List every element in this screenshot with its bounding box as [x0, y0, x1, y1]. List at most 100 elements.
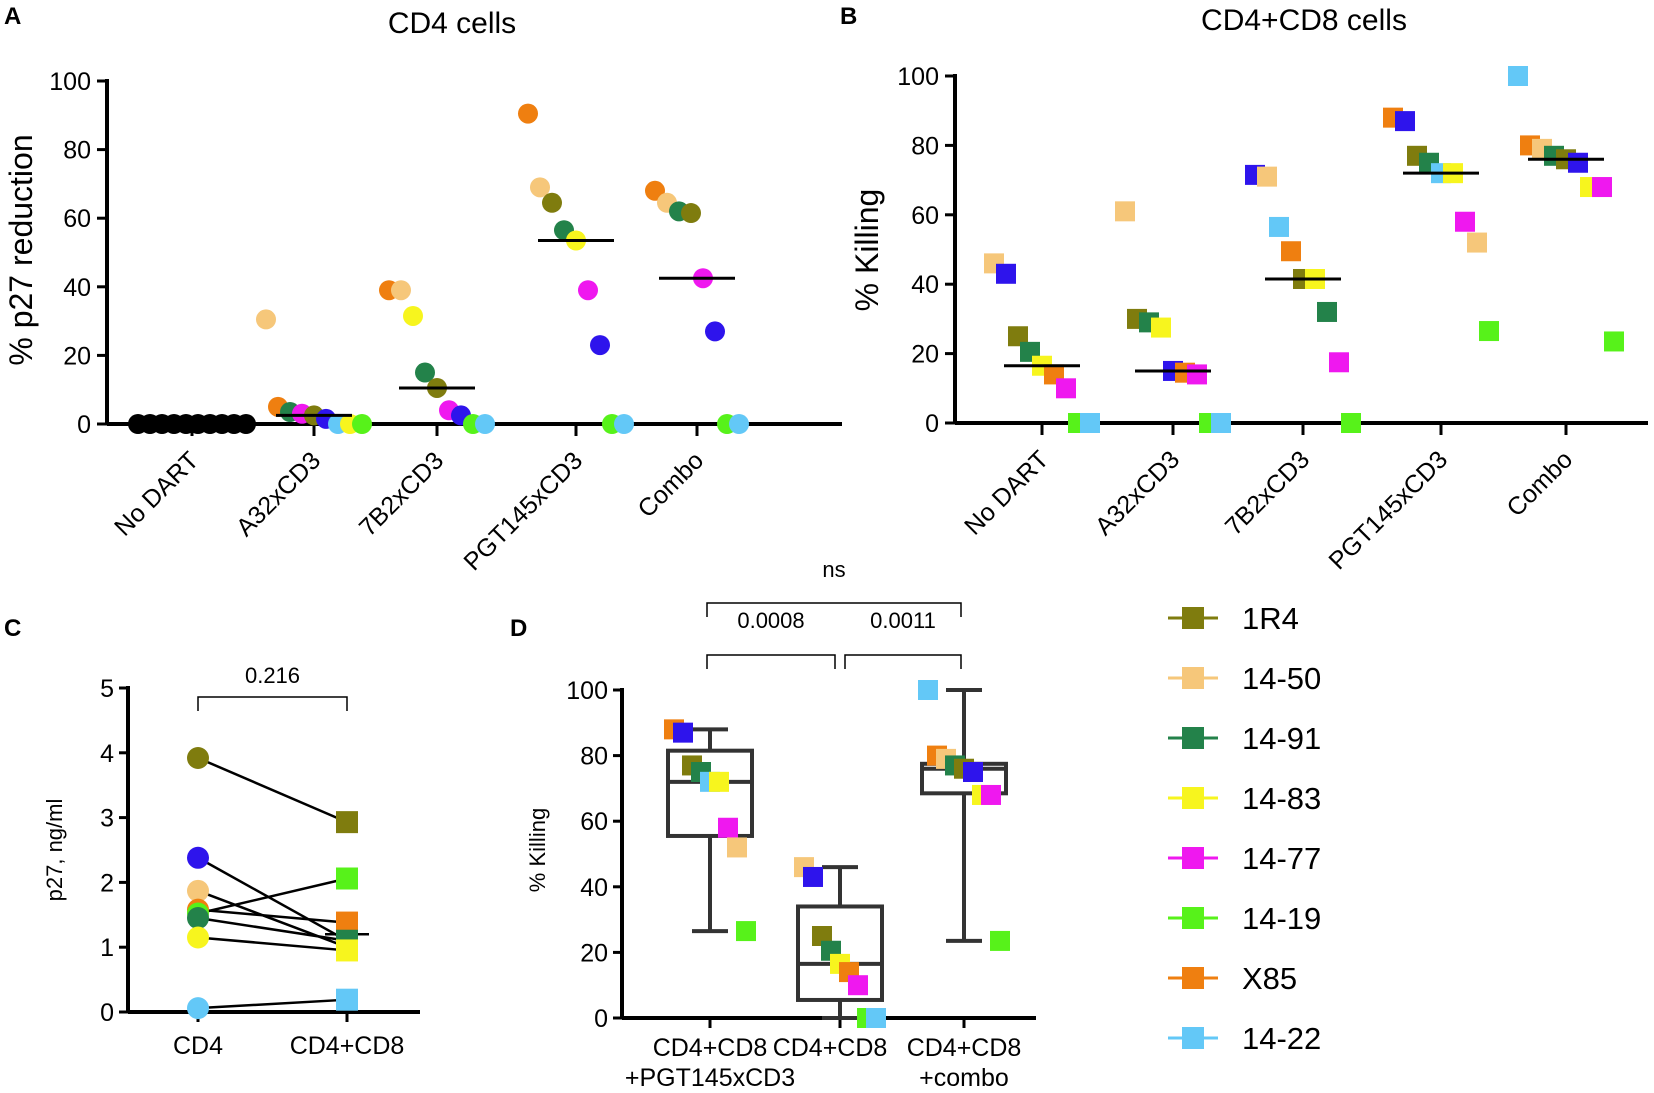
- panelB-ytick-label: 100: [897, 63, 939, 91]
- panel-b-scatter: CD4+CD8 cells % Killing 0 20 40 60 80 100 No D…: [849, 4, 1648, 575]
- panel-c-point-cd4cd8: [336, 988, 358, 1011]
- panel-d-point: [718, 817, 738, 838]
- panel-c-comparison-bracket: [197, 696, 348, 711]
- panel-c-pvalue: 0.216: [245, 663, 300, 688]
- panel-d-point: [736, 921, 756, 942]
- panel-c-pair-line: [197, 756, 348, 824]
- panelA-point: [391, 280, 411, 301]
- panelA-category-label: A32xCD3: [231, 446, 326, 541]
- panelB-point: [1269, 216, 1289, 237]
- panel-a-title: CD4 cells: [388, 7, 516, 40]
- panelA-point: [590, 335, 610, 356]
- legend-marker: [1182, 907, 1204, 929]
- panelB-point: [1080, 413, 1100, 433]
- legend-marker: [1182, 847, 1204, 869]
- panel-c-point-cd4: [187, 879, 209, 902]
- panel-d-point: [963, 762, 983, 782]
- legend-label: 14-19: [1242, 901, 1321, 936]
- panel-c-ytick-label: 0: [100, 999, 114, 1027]
- panel-c-category-label: CD4+CD8: [290, 1032, 405, 1060]
- legend-label: 14-50: [1242, 661, 1321, 696]
- panel-d-ytick-label: 0: [594, 1005, 608, 1033]
- panel-d-ylabel: % Killing: [525, 808, 550, 892]
- panel-c-point-cd4: [187, 746, 209, 769]
- panel-d-point: [848, 975, 868, 996]
- legend-marker: [1182, 787, 1204, 809]
- panelA-point: [352, 414, 372, 434]
- panel-c-ytick-label: 4: [100, 740, 114, 768]
- legend-marker: [1182, 727, 1204, 749]
- panel-d-point: [727, 837, 747, 858]
- panel-c-pair-line: [197, 936, 348, 952]
- panelA-point: [705, 321, 725, 342]
- panel-c-point-cd4: [187, 846, 209, 869]
- panelB-category-label: Combo: [1501, 445, 1578, 522]
- panelA-point: [578, 280, 598, 301]
- panel-d-category-label-line2: +combo: [919, 1064, 1009, 1092]
- panel-d-ytick-label: 20: [580, 939, 608, 967]
- panel-d-pvalue: 0.0008: [737, 608, 804, 633]
- panelA-category-label: No DART: [109, 446, 204, 541]
- panel-d-box: [796, 904, 884, 1002]
- panelB-point: [996, 263, 1016, 284]
- panelB-category-label: A32xCD3: [1090, 445, 1185, 540]
- panelA-ytick-label: 80: [63, 137, 91, 165]
- panelB-category-label: No DART: [959, 445, 1054, 540]
- panel-d-pvalue: 0.0011: [870, 608, 936, 633]
- panel-d-category-label-line2: +PGT145xCD3: [625, 1064, 795, 1092]
- legend-label: 14-22: [1242, 1021, 1321, 1056]
- panelA-point: [403, 305, 423, 326]
- panel-d-box: [666, 748, 754, 838]
- panelB-point: [1187, 364, 1207, 385]
- panel-c-pair-line: [197, 856, 348, 942]
- panelB-point: [1467, 232, 1487, 253]
- panelB-ytick-label: 40: [911, 271, 939, 299]
- panelA-ytick-label: 100: [49, 68, 91, 96]
- panel-d-boxplot: % Killing 020406080100CD4+CD8+PGT145xCD3…: [525, 557, 1036, 1092]
- panel-letter-c: C: [4, 615, 21, 642]
- panel-c-ytick-label: 3: [100, 805, 114, 833]
- panel-d-point: [673, 722, 693, 743]
- panelA-point: [415, 362, 435, 383]
- panel-c-point-cd4cd8: [336, 939, 358, 962]
- panelB-point: [1604, 331, 1624, 352]
- panelB-point: [1455, 211, 1475, 232]
- panel-c-pair-line: [197, 916, 348, 942]
- panel-d-ytick-label: 40: [580, 874, 608, 902]
- legend-marker: [1182, 1027, 1204, 1049]
- panelB-point: [1115, 201, 1135, 222]
- panel-c-pair-line: [197, 877, 348, 915]
- panelB-point: [1281, 241, 1301, 262]
- panel-c-point-cd4: [187, 997, 209, 1020]
- panel-d-point: [709, 771, 729, 792]
- panel-d-category-label-line1: CD4+CD8: [653, 1034, 768, 1062]
- panelA-category-label: 7B2xCD3: [354, 446, 449, 541]
- panelB-point: [1508, 66, 1528, 86]
- panelA-point: [681, 203, 701, 224]
- panel-d-category-label-line1: CD4+CD8: [907, 1034, 1022, 1062]
- panel-d-point: [990, 930, 1010, 951]
- panel-c-ytick-label: 5: [100, 675, 114, 703]
- panelB-point: [1568, 152, 1588, 173]
- panel-a-scatter: CD4 cells % p27 reduction 0 20 40 60 80 100 No…: [3, 7, 842, 576]
- panelB-point: [1592, 177, 1612, 198]
- panelB-point: [1211, 413, 1231, 433]
- panelA-point: [256, 309, 276, 330]
- panel-b-title: CD4+CD8 cells: [1201, 4, 1407, 37]
- panelB-point: [1329, 352, 1349, 373]
- panelB-point: [1151, 317, 1171, 338]
- donor-legend: 1R4 14-50 14-91 14-83 14-77 14-19 X85 14-22: [1168, 601, 1321, 1056]
- panel-letter-d: D: [510, 615, 527, 642]
- panel-c-category-label: CD4: [173, 1032, 223, 1060]
- panel-d-comparison-bracket: [706, 602, 962, 617]
- panelA-category-label: PGT145xCD3: [458, 446, 588, 576]
- legend-label: 14-83: [1242, 781, 1321, 816]
- panelA-category-label: Combo: [632, 446, 709, 523]
- panelA-ytick-label: 20: [63, 342, 91, 370]
- panel-c-paired-lines: p27, ng/ml 0 1 2 3 4 5 CD4 CD4+CD8 0.216: [42, 663, 420, 1060]
- panelB-point: [1341, 413, 1361, 433]
- panelB-ytick-label: 20: [911, 341, 939, 369]
- legend-label: 14-77: [1242, 841, 1321, 876]
- panel-d-category-label-line1: CD4+CD8: [773, 1034, 888, 1062]
